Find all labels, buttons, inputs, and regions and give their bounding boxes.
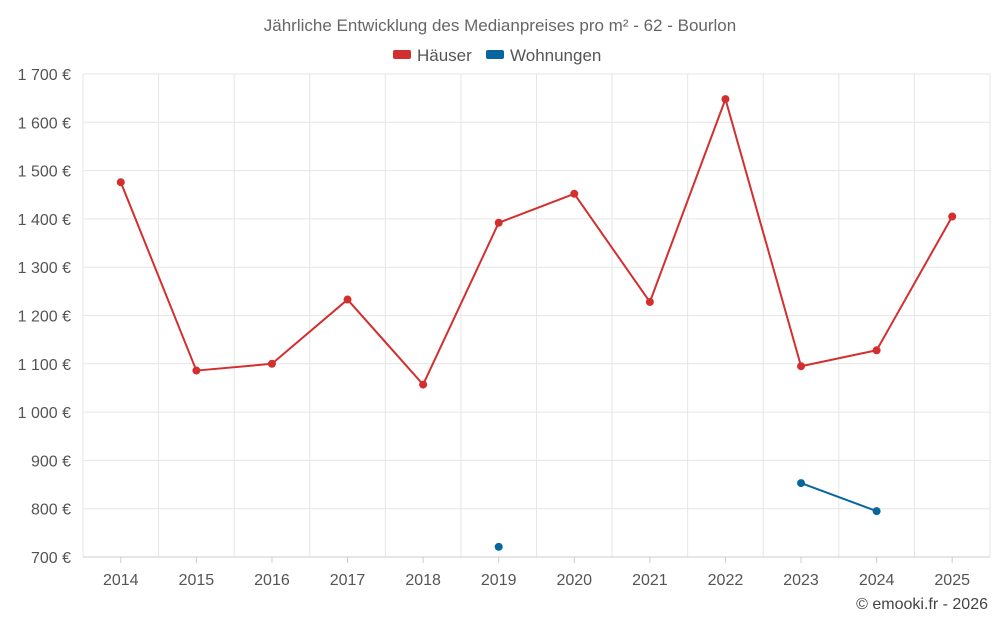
legend-item-wohnungen[interactable]: Wohnungen — [486, 46, 601, 65]
series-line-wohnungen — [800, 482, 877, 513]
y-tick-label: 1 100 € — [18, 357, 71, 374]
y-axis: 700 € 800 € 900 € 1 000 € 1 100 € 1 200 € 1 30… — [18, 67, 71, 567]
legend: Häuser Wohnungen — [393, 46, 601, 65]
x-tick-label: 2014 — [103, 572, 139, 589]
data-point-haeuser[interactable] — [494, 218, 503, 227]
data-point-haeuser[interactable] — [570, 189, 579, 198]
y-tick-label: 1 700 € — [18, 67, 71, 84]
x-axis: 2014 2015 2016 2017 2018 2019 2020 2021 2022 2023… — [103, 557, 970, 589]
legend-label: Häuser — [417, 46, 472, 65]
data-point-wohnungen[interactable] — [494, 542, 503, 551]
data-point-haeuser[interactable] — [419, 380, 428, 389]
x-tick-label: 2020 — [556, 572, 592, 589]
x-tick-label: 2023 — [783, 572, 819, 589]
y-tick-label: 1 500 € — [18, 164, 71, 181]
x-tick-label: 2018 — [405, 572, 441, 589]
data-point-wohnungen[interactable] — [872, 507, 881, 516]
legend-swatch — [393, 50, 411, 59]
legend-item-haeuser[interactable]: Häuser — [393, 46, 472, 65]
data-point-haeuser[interactable] — [645, 297, 654, 306]
grid — [82, 73, 991, 558]
y-tick-label: 1 600 € — [18, 115, 71, 132]
data-point-haeuser[interactable] — [872, 346, 881, 355]
x-tick-label: 2017 — [330, 572, 366, 589]
data-point-wohnungen[interactable] — [797, 479, 806, 488]
credit-text: © emooki.fr - 2026 — [856, 596, 988, 613]
data-point-haeuser[interactable] — [192, 366, 201, 375]
y-tick-label: 800 € — [31, 502, 71, 519]
data-point-haeuser[interactable] — [267, 359, 276, 368]
series-lines — [119, 98, 954, 513]
y-tick-label: 700 € — [31, 550, 71, 567]
y-tick-label: 1 400 € — [18, 212, 71, 229]
x-tick-label: 2024 — [859, 572, 895, 589]
y-tick-label: 1 200 € — [18, 309, 71, 326]
x-tick-label: 2022 — [708, 572, 744, 589]
x-tick-label: 2025 — [934, 572, 970, 589]
data-point-haeuser[interactable] — [721, 95, 730, 104]
data-point-haeuser[interactable] — [116, 178, 125, 187]
series-points — [116, 95, 957, 551]
y-tick-label: 900 € — [31, 453, 71, 470]
data-point-haeuser[interactable] — [343, 295, 352, 304]
series-line-haeuser — [119, 98, 954, 386]
data-point-haeuser[interactable] — [797, 362, 806, 371]
y-tick-label: 1 300 € — [18, 260, 71, 277]
x-tick-label: 2015 — [179, 572, 215, 589]
x-tick-label: 2021 — [632, 572, 668, 589]
legend-swatch — [486, 50, 504, 59]
data-point-haeuser[interactable] — [948, 212, 957, 221]
legend-label: Wohnungen — [510, 46, 601, 65]
y-tick-label: 1 000 € — [18, 405, 71, 422]
chart-title: Jährliche Entwicklung des Medianpreises … — [264, 16, 736, 35]
x-tick-label: 2019 — [481, 572, 517, 589]
x-tick-label: 2016 — [254, 572, 290, 589]
